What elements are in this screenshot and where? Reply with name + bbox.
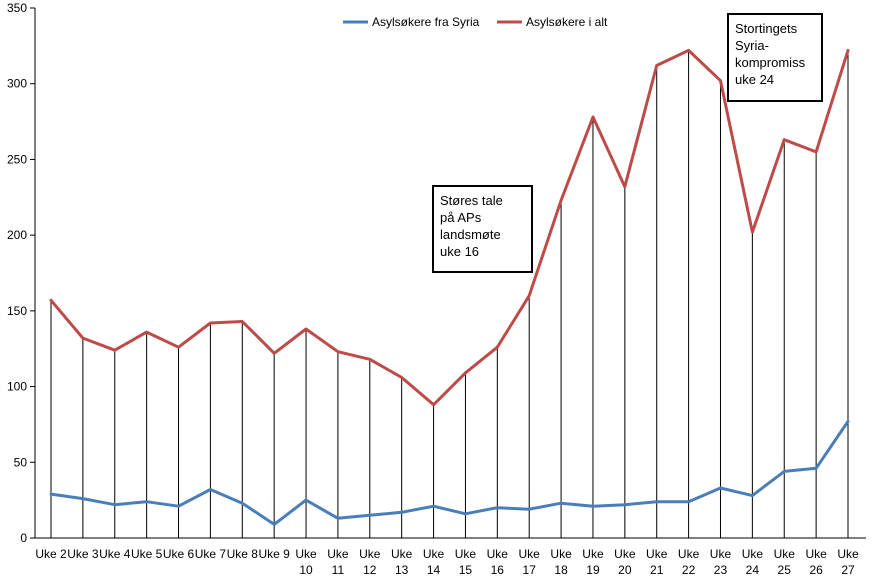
x-tick-label: 17 (523, 563, 537, 577)
x-tick-label: Uke (359, 547, 381, 561)
y-tick-label: 0 (20, 531, 27, 545)
x-tick-label: Uke (550, 547, 572, 561)
x-tick-label: Uke 4 (99, 547, 131, 561)
x-tick-label: Uke (614, 547, 636, 561)
y-tick-label: 100 (7, 380, 27, 394)
x-tick-label: Uke (774, 547, 796, 561)
x-tick-label: Uke (423, 547, 445, 561)
x-tick-label: 11 (332, 563, 345, 577)
series-line (49, 48, 850, 407)
x-tick-label: Uke 5 (131, 547, 163, 561)
x-tick-label: Uke (487, 547, 509, 561)
legend: Asylsøkere fra Syria Asylsøkere i alt (343, 15, 608, 29)
y-tick-label: 50 (14, 455, 28, 469)
x-tick-label: Uke (805, 547, 827, 561)
annotation-line: Syria- (735, 38, 769, 53)
series-lines (49, 48, 850, 526)
x-tick-label: 13 (395, 563, 409, 577)
y-tick-label: 200 (7, 228, 27, 242)
x-tick-label: Uke (295, 547, 317, 561)
x-tick-label: Uke (327, 547, 349, 561)
x-tick-label: Uke 7 (195, 547, 227, 561)
y-axis-ticks: 0 50 100 150 200 250 300 350 (7, 1, 35, 545)
annotation-line: på APs (440, 210, 482, 225)
x-tick-label: 21 (650, 563, 664, 577)
x-tick-label: 12 (363, 563, 377, 577)
annotation-line: uke 16 (440, 244, 480, 259)
x-tick-label: 16 (491, 563, 505, 577)
x-tick-label: 23 (714, 563, 728, 577)
x-tick-label: Uke 2 (35, 547, 67, 561)
x-tick-label: Uke 8 (227, 547, 259, 561)
annotation-line: Støres tale (440, 193, 503, 208)
x-tick-label: 27 (841, 563, 855, 577)
x-axis-ticks: Uke 2 Uke 3 Uke 4 Uke 5 Uke 6 Uke 7 Uke 8 Uke 9… (35, 547, 859, 577)
x-tick-label: Uke 6 (163, 547, 195, 561)
annotation-stortingets: Stortingets Syria- kompromiss uke 24 (727, 13, 823, 102)
x-tick-label: Uke (710, 547, 732, 561)
x-tick-label: 20 (618, 563, 632, 577)
x-tick-label: 26 (809, 563, 823, 577)
x-tick-label: 10 (299, 563, 313, 577)
annotation-line: uke 24 (735, 72, 775, 87)
y-tick-label: 350 (7, 1, 27, 15)
annotation-stores-tale: Støres tale på APs landsmøte uke 16 (432, 185, 533, 273)
x-tick-label: Uke (519, 547, 541, 561)
annotation-line: kompromiss (735, 55, 806, 70)
x-tick-label: Uke (391, 547, 413, 561)
x-tick-label: 24 (746, 563, 760, 577)
y-tick-label: 150 (7, 304, 27, 318)
annotation-line: Stortingets (735, 21, 798, 36)
drop-lines (50, 50, 849, 538)
x-tick-label: 25 (778, 563, 792, 577)
x-tick-label: 22 (682, 563, 696, 577)
x-tick-label: 19 (586, 563, 600, 577)
x-tick-label: Uke (742, 547, 764, 561)
x-tick-label: Uke (646, 547, 668, 561)
x-tick-label: Uke 3 (67, 547, 99, 561)
x-tick-label: 15 (459, 563, 473, 577)
x-tick-label: Uke 9 (258, 547, 290, 561)
y-tick-label: 250 (7, 152, 27, 166)
legend-label: Asylsøkere fra Syria (372, 15, 480, 29)
axes (34, 8, 866, 539)
legend-label: Asylsøkere i alt (526, 15, 608, 29)
x-tick-label: Uke (837, 547, 859, 561)
annotation-line: landsmøte (440, 227, 501, 242)
y-tick-label: 300 (7, 77, 27, 91)
series-line (49, 419, 850, 526)
x-tick-label: Uke (678, 547, 700, 561)
x-tick-label: Uke (582, 547, 604, 561)
x-tick-label: 18 (554, 563, 568, 577)
x-tick-label: 14 (427, 563, 441, 577)
x-tick-label: Uke (455, 547, 477, 561)
